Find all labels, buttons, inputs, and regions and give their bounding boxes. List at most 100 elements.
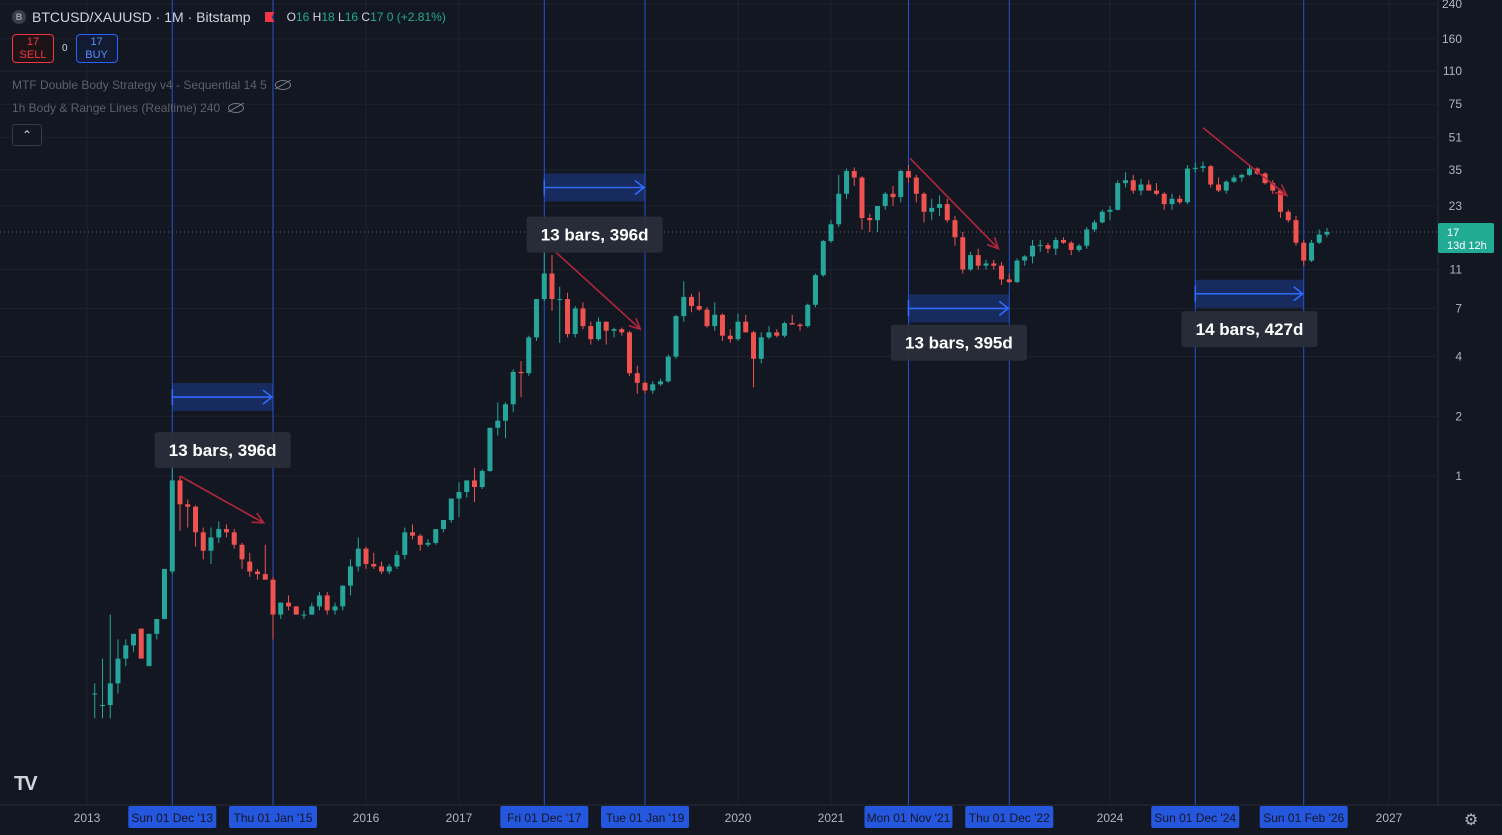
bull-candle [1138, 178, 1144, 196]
date-marker-label: Tue 01 Jan '19 [606, 811, 685, 825]
candle-body [1037, 245, 1043, 247]
candle-body [262, 574, 268, 580]
candle-body [286, 602, 292, 607]
bear-candle [224, 524, 229, 538]
candle-body [410, 532, 415, 536]
candle-body [1068, 242, 1074, 250]
candle-body [1184, 168, 1190, 203]
decline-arrow-line [1202, 127, 1288, 197]
candle-body [464, 480, 470, 493]
date-marker-pill: Sun 01 Dec '24 [1151, 806, 1240, 828]
bull-candle [456, 482, 462, 518]
candle-body [1285, 211, 1291, 221]
bull-candle [1030, 239, 1036, 264]
tradingview-logo[interactable]: TV [14, 773, 38, 795]
bull-candle [541, 245, 547, 302]
bear-candle [1208, 165, 1214, 188]
bear-candle [247, 552, 253, 577]
bear-candle [851, 167, 857, 187]
bear-candle [797, 323, 803, 331]
bear-candle [1177, 195, 1183, 205]
bear-candle [417, 533, 423, 551]
range-label-box [526, 216, 663, 253]
range-label-box [890, 324, 1027, 361]
indicator-legend-2[interactable]: 1h Body & Range Lines (Realtime) 240 [12, 101, 245, 115]
flag-icon[interactable] [264, 12, 275, 22]
bull-candle [332, 602, 338, 615]
candle-body [1045, 245, 1051, 249]
buy-button[interactable]: 17 BUY [75, 34, 118, 63]
bear-candle [1068, 241, 1074, 256]
candle-body [1146, 184, 1152, 191]
candle-body [890, 193, 896, 198]
candle-body [1161, 193, 1167, 205]
candle-body [526, 337, 532, 374]
candle-body [309, 606, 315, 615]
date-marker-pill-bg [1151, 806, 1240, 828]
symbol-title[interactable]: BTCUSD/XAUUSD · 1M · Bitstamp [32, 9, 251, 25]
collapse-legend-button[interactable]: ⌃ [12, 124, 42, 146]
bull-candle [681, 281, 687, 322]
range-label-text: 14 bars, 427d [1196, 320, 1304, 339]
bull-candle [340, 585, 346, 611]
candle-body [991, 263, 997, 266]
bull-candle [355, 537, 361, 572]
bull-candle [394, 550, 400, 569]
candle-body [844, 171, 850, 194]
bull-candle [983, 259, 989, 270]
candle-body [704, 309, 710, 327]
decline-arrow-head [628, 317, 642, 331]
candle-body [278, 602, 284, 615]
eye-hidden-icon[interactable] [274, 80, 291, 90]
bull-candle [611, 327, 617, 338]
open-value: 16 [295, 10, 310, 24]
candle-body [324, 595, 330, 611]
candle-body [859, 177, 865, 219]
candle-body [1091, 222, 1097, 230]
candle-body [1277, 190, 1283, 212]
bear-candle [549, 255, 555, 311]
y-tick-label: 4 [1455, 350, 1462, 364]
indicator-legend-1[interactable]: MTF Double Body Strategy v4 - Sequential… [12, 78, 291, 92]
bear-candle [254, 568, 260, 580]
y-tick-label: 7 [1455, 301, 1462, 315]
candles [92, 161, 1330, 719]
candle-body [100, 705, 106, 707]
x-tick-label: 2016 [353, 811, 380, 825]
candle-body [1301, 242, 1307, 261]
bull-candle [1037, 239, 1043, 252]
bear-candle [642, 381, 648, 394]
y-tick-label: 240 [1442, 0, 1462, 11]
candle-body [1076, 245, 1082, 250]
range-label-text: 13 bars, 396d [169, 441, 277, 460]
bull-candle [1316, 229, 1322, 244]
candle-body [626, 332, 632, 374]
settings-gear-icon[interactable]: ⚙ [1463, 812, 1479, 829]
bear-candle [913, 174, 919, 203]
date-marker-pill-bg [864, 806, 953, 828]
eye-hidden-icon[interactable] [228, 103, 245, 113]
y-tick-label: 11 [1450, 262, 1463, 276]
candle-body [557, 299, 563, 301]
bear-candle [286, 595, 292, 611]
spread-value: 0 [62, 43, 68, 54]
candle-body [161, 568, 167, 620]
candle-body [332, 606, 338, 611]
candle-body [417, 535, 423, 545]
candle-body [805, 304, 811, 327]
bull-candle [557, 286, 563, 343]
bull-candle [317, 592, 322, 611]
candle-body [1247, 168, 1252, 175]
y-tick-label: 51 [1449, 130, 1463, 144]
bear-candle [138, 628, 144, 659]
candle-body [619, 329, 625, 333]
bull-candle [844, 168, 850, 199]
sell-button[interactable]: 17 SELL [12, 34, 54, 63]
bar-countdown: 13d 12h [1447, 240, 1487, 252]
candle-body [208, 537, 214, 551]
y-tick-label: 23 [1449, 199, 1463, 213]
bull-candle [1123, 172, 1129, 188]
date-marker-label: Thu 01 Dec '22 [969, 811, 1050, 825]
candle-body [743, 321, 749, 333]
